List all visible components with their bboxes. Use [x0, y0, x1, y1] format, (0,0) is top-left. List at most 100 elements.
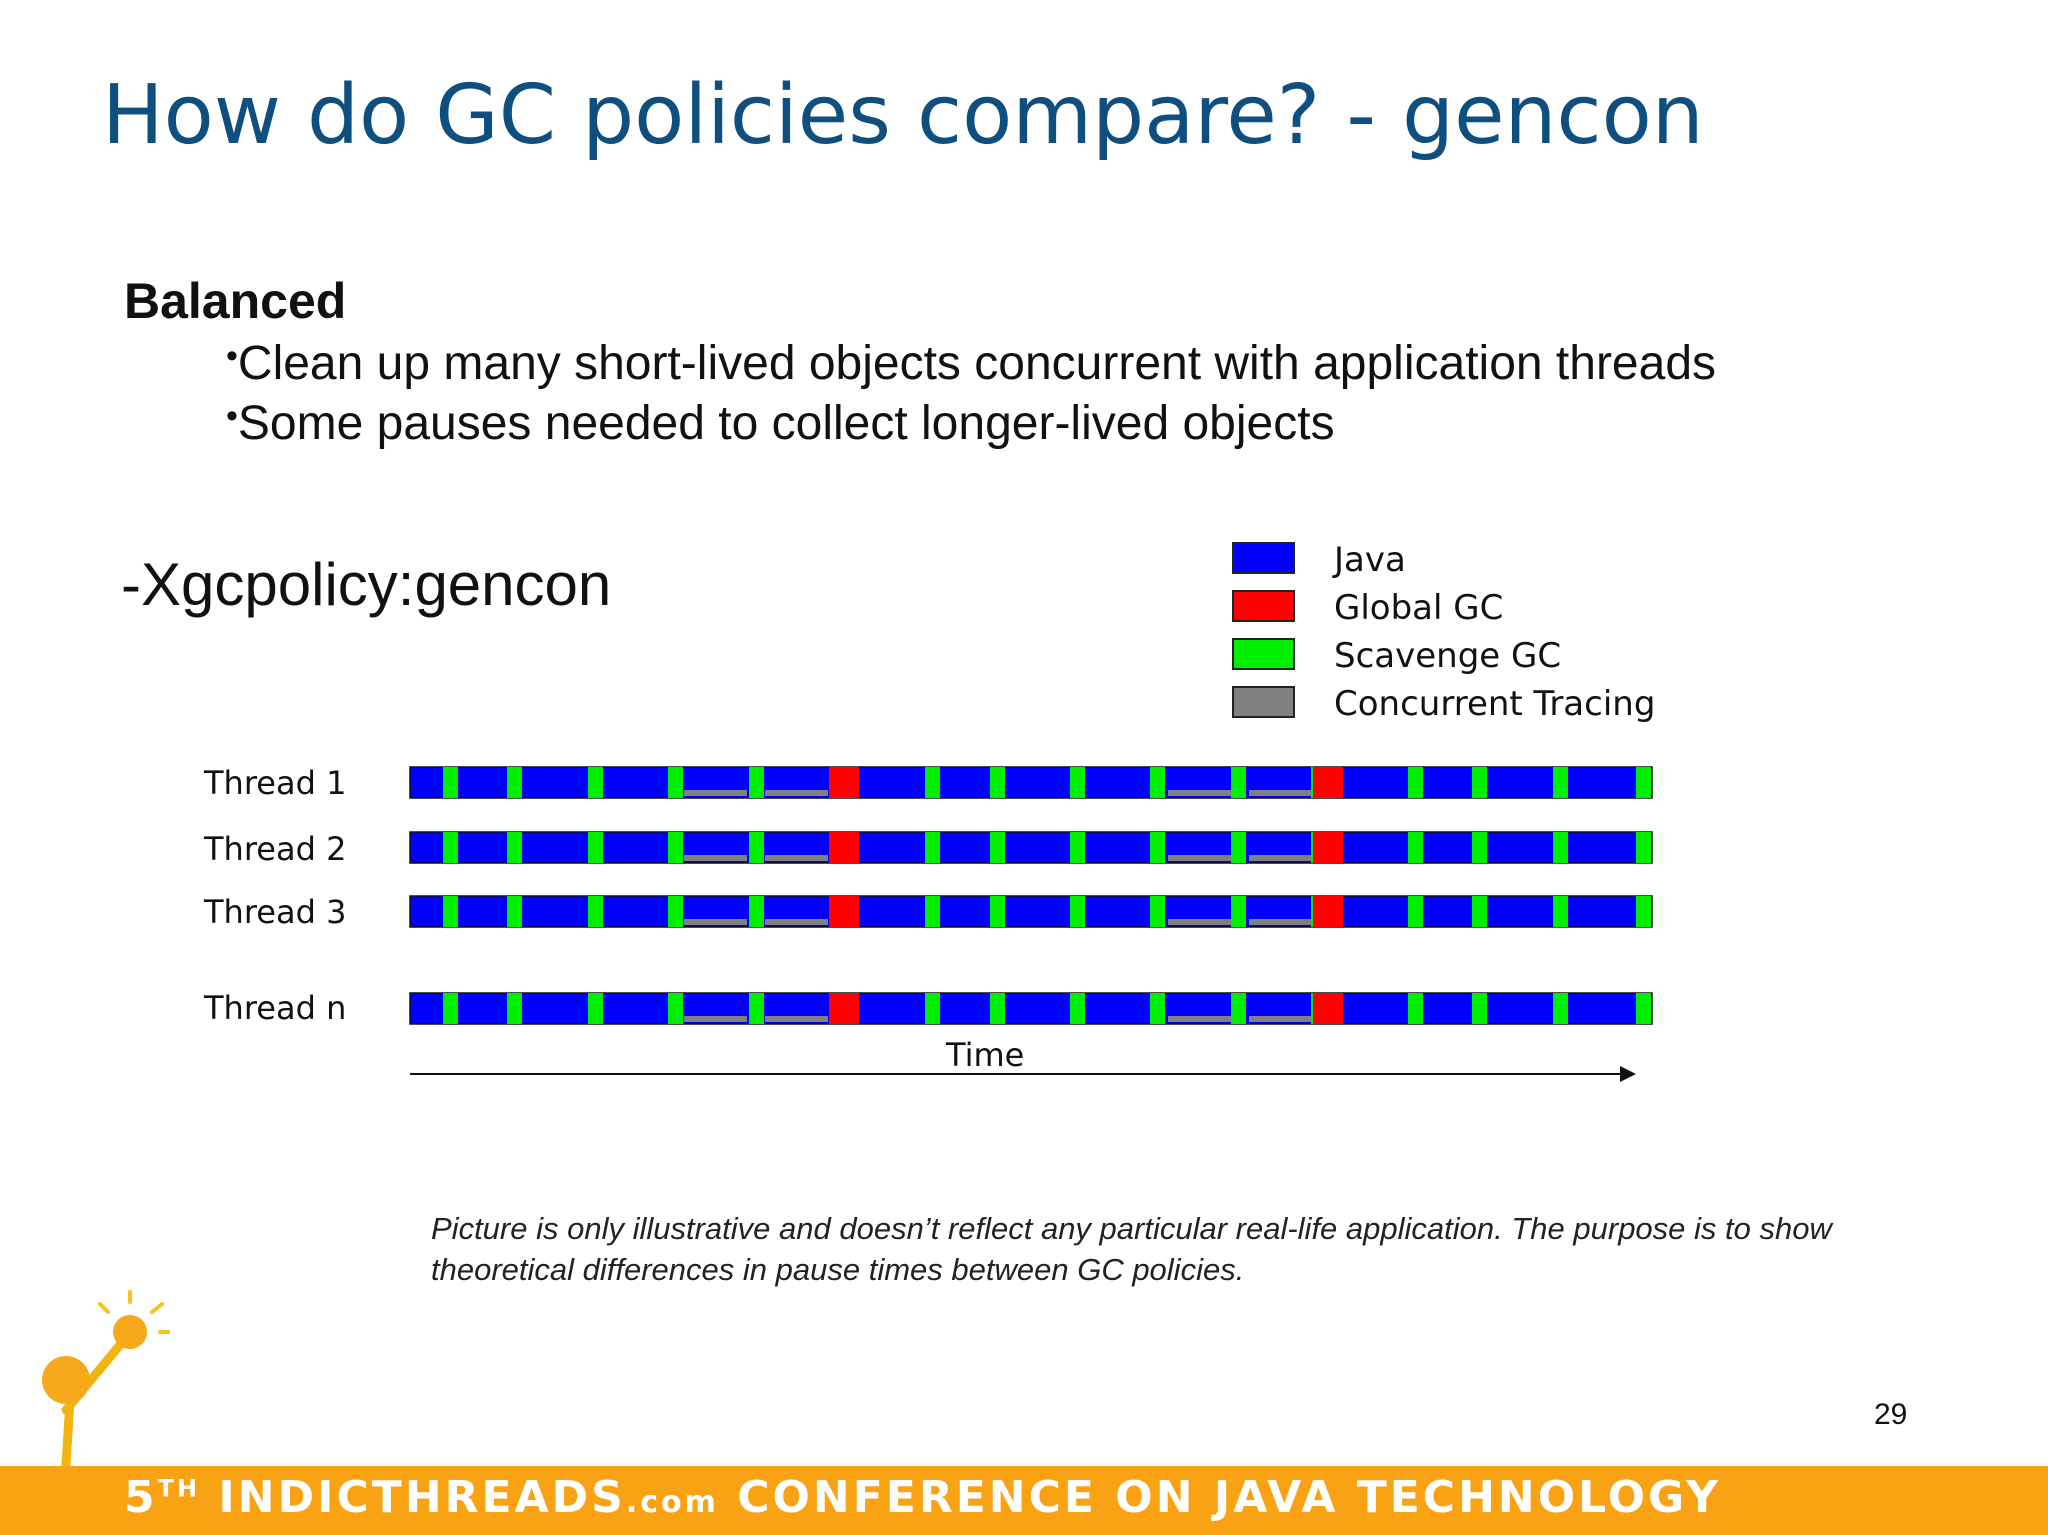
scavenge-gc-segment — [1408, 767, 1423, 798]
java-segment — [409, 895, 1653, 928]
bullet-item: •Clean up many short-lived objects concu… — [226, 330, 1716, 390]
global-gc-segment — [829, 993, 859, 1024]
scavenge-gc-segment — [1553, 767, 1568, 798]
scavenge-gc-segment — [1150, 993, 1165, 1024]
concurrent-tracing-segment — [765, 855, 828, 861]
scavenge-gc-segment — [1553, 896, 1568, 927]
legend-item-global-gc: Global GC — [1232, 588, 1732, 628]
global-gc-segment — [1313, 993, 1343, 1024]
scavenge-gc-segment — [1070, 832, 1085, 863]
scavenge-gc-segment — [1150, 832, 1165, 863]
scavenge-gc-segment — [1150, 896, 1165, 927]
scavenge-gc-segment — [588, 993, 603, 1024]
scavenge-gc-segment — [1636, 832, 1651, 863]
concurrent-tracing-segment — [684, 1016, 747, 1022]
section-heading: Balanced — [124, 273, 347, 329]
java-segment — [409, 831, 1653, 864]
global-gc-segment — [1313, 896, 1343, 927]
thread-bars — [409, 766, 1653, 1025]
concurrent-tracing-segment — [765, 1016, 828, 1022]
scavenge-gc-segment — [1472, 896, 1487, 927]
concurrent-tracing-segment — [765, 919, 828, 925]
scavenge-gc-segment — [990, 767, 1005, 798]
scavenge-gc-segment — [1636, 993, 1651, 1024]
scavenge-gc-segment — [925, 993, 940, 1024]
scavenge-gc-segment — [1070, 767, 1085, 798]
concurrent-tracing-segment — [1168, 919, 1231, 925]
scavenge-gc-segment — [749, 993, 764, 1024]
footer-brand: INDICTHREADS — [218, 1472, 626, 1523]
scavenge-gc-segment — [588, 832, 603, 863]
scavenge-gc-segment — [668, 767, 683, 798]
scavenge-gc-segment — [1472, 832, 1487, 863]
footer-ordinal: 5 — [124, 1472, 158, 1523]
scavenge-gc-segment — [507, 767, 522, 798]
scavenge-gc-segment — [1553, 832, 1568, 863]
scavenge-gc-segment — [1553, 993, 1568, 1024]
gc-policy-command: -Xgcpolicy:gencon — [121, 551, 612, 618]
footer-conference: CONFERENCE ON JAVA TECHNOLOGY — [737, 1472, 1722, 1523]
scavenge-gc-segment — [990, 896, 1005, 927]
scavenge-gc-segment — [1070, 896, 1085, 927]
scavenge-gc-segment — [443, 832, 458, 863]
thread-label: Thread 3 — [204, 893, 347, 931]
scavenge-gc-segment — [668, 832, 683, 863]
scavenge-gc-segment — [1150, 767, 1165, 798]
scavenge-gc-segment — [1636, 896, 1651, 927]
scavenge-gc-segment — [1472, 767, 1487, 798]
legend-item-java: Java — [1232, 540, 1732, 580]
scavenge-gc-segment — [749, 896, 764, 927]
legend-swatch-concurrent-tracing — [1232, 686, 1295, 718]
scavenge-gc-segment — [1472, 993, 1487, 1024]
scavenge-gc-segment — [588, 896, 603, 927]
time-axis-label: Time — [946, 1036, 1025, 1074]
legend-label: Concurrent Tracing — [1334, 684, 1656, 724]
thread-label: Thread 1 — [204, 764, 347, 802]
scavenge-gc-segment — [925, 896, 940, 927]
scavenge-gc-segment — [1231, 832, 1246, 863]
bullet-item: •Some pauses needed to collect longer-li… — [226, 390, 1716, 450]
scavenge-gc-segment — [1408, 832, 1423, 863]
concurrent-tracing-segment — [1168, 790, 1231, 796]
footer-ordinal-suffix: TH — [157, 1474, 201, 1503]
global-gc-segment — [829, 832, 859, 863]
scavenge-gc-segment — [1070, 993, 1085, 1024]
scavenge-gc-segment — [749, 767, 764, 798]
legend-swatch-java — [1232, 542, 1295, 574]
concurrent-tracing-segment — [1168, 1016, 1231, 1022]
scavenge-gc-segment — [443, 767, 458, 798]
scavenge-gc-segment — [749, 832, 764, 863]
scavenge-gc-segment — [990, 832, 1005, 863]
global-gc-segment — [1313, 832, 1343, 863]
bullet-dot-icon: • — [226, 397, 238, 435]
legend-item-scavenge-gc: Scavenge GC — [1232, 636, 1732, 676]
concurrent-tracing-segment — [1249, 855, 1312, 861]
bullet-text: Clean up many short-lived objects concur… — [237, 337, 1717, 390]
scavenge-gc-segment — [925, 767, 940, 798]
legend-label: Scavenge GC — [1334, 636, 1562, 676]
bullet-dot-icon: • — [226, 337, 238, 375]
legend-swatch-global-gc — [1232, 590, 1295, 622]
concurrent-tracing-segment — [1249, 790, 1312, 796]
scavenge-gc-segment — [507, 896, 522, 927]
scavenge-gc-segment — [443, 896, 458, 927]
global-gc-segment — [829, 896, 859, 927]
scavenge-gc-segment — [588, 767, 603, 798]
legend-swatch-scavenge-gc — [1232, 638, 1295, 670]
legend-label: Java — [1334, 540, 1406, 580]
scavenge-gc-segment — [1408, 993, 1423, 1024]
scavenge-gc-segment — [507, 993, 522, 1024]
scavenge-gc-segment — [990, 993, 1005, 1024]
footer-text: 5TH INDICTHREADS.com CONFERENCE ON JAVA … — [124, 1472, 1721, 1523]
footer-brand-suffix: .com — [625, 1485, 719, 1520]
scavenge-gc-segment — [1231, 767, 1246, 798]
java-segment — [409, 766, 1653, 799]
scavenge-gc-segment — [1231, 993, 1246, 1024]
bullet-list: •Clean up many short-lived objects concu… — [226, 330, 1716, 450]
thread-label: Thread n — [204, 989, 347, 1027]
concurrent-tracing-segment — [1168, 855, 1231, 861]
slide-title: How do GC policies compare? - gencon — [102, 68, 1704, 163]
scavenge-gc-segment — [507, 832, 522, 863]
concurrent-tracing-segment — [1249, 1016, 1312, 1022]
